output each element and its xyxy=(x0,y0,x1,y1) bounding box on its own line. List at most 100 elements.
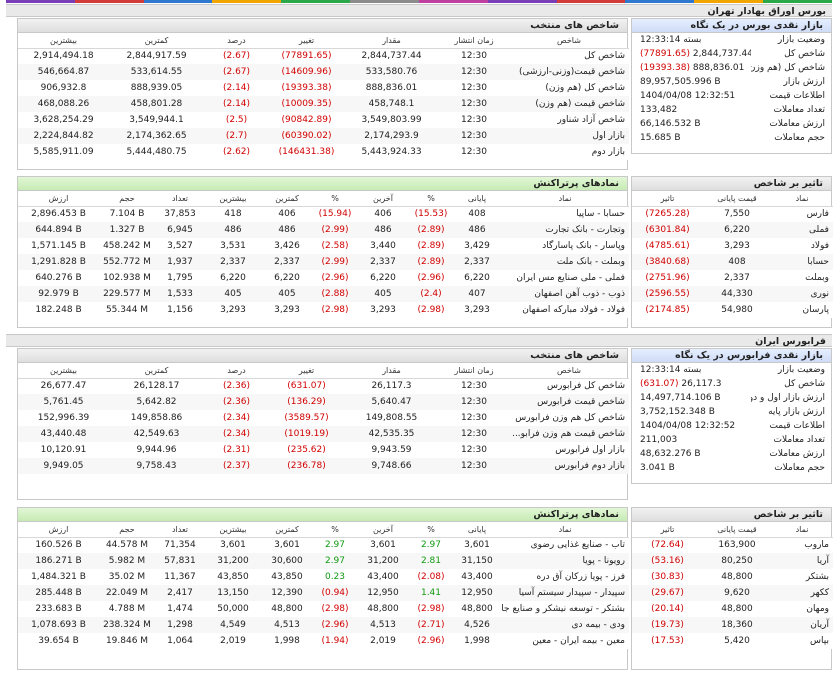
symbol-cell[interactable]: شاخص آزاد شناور xyxy=(509,112,629,128)
symbol-cell[interactable]: ککهر xyxy=(771,585,833,601)
table-row[interactable]: (17.53) 5,420 بپاس xyxy=(632,633,833,649)
table-row[interactable]: 285.448 B 22.049 M 2,417 13,150 12,390 (0.94)… xyxy=(18,585,629,601)
table-row[interactable]: (2174.85) 54,980 پارسان xyxy=(632,302,833,318)
column-header[interactable]: آخرین xyxy=(357,522,409,538)
symbol-cell[interactable]: شاخص کل فرابورس xyxy=(509,378,629,394)
table-row[interactable]: 640.276 B 102.938 M 1,795 6,220 6,220 (2.96) 6… xyxy=(18,270,629,286)
symbol-cell[interactable]: وپاسار - بانک پاسارگاد xyxy=(501,238,629,254)
symbol-cell[interactable]: تاب - صنایع غذایی رضوی xyxy=(501,537,629,553)
table-row[interactable]: 160.526 B 44.578 M 71,354 3,601 3,601 2.97 3,6… xyxy=(18,537,629,553)
table-row[interactable]: 2,224,844.82 2,174,362.65 (2.7) (60390.02) 2… xyxy=(18,128,629,144)
symbol-cell[interactable]: وبملت xyxy=(771,270,833,286)
column-header[interactable]: بیشترین xyxy=(18,363,109,379)
symbol-cell[interactable]: شاخص کل هم وزن فرابورس xyxy=(509,410,629,426)
table-row[interactable]: 2,896.453 B 7.104 B 37,853 418 406 (15.94) 406… xyxy=(18,206,629,222)
column-header[interactable]: تعداد xyxy=(155,191,205,207)
symbol-cell[interactable]: بشتکر - توسعه نیشکر و صنایع جانبی xyxy=(501,601,629,617)
column-header[interactable]: تغییر xyxy=(269,363,344,379)
table-row[interactable]: (6301.84) 6,220 فملی xyxy=(632,222,833,238)
table-row[interactable]: (53.16) 80,250 آریا xyxy=(632,553,833,569)
symbol-cell[interactable]: حسابا - ساپیا xyxy=(501,206,629,222)
symbol-cell[interactable]: شاخص قیمت فرابورس xyxy=(509,394,629,410)
table-row[interactable]: 92.979 B 229.577 M 1,533 405 405 (2.88) 405 (2.… xyxy=(18,286,629,302)
table-row[interactable]: 26,677.47 26,128.17 (2.36) (631.07) 26,117.3… xyxy=(18,378,629,394)
table-row[interactable]: 43,440.48 42,549.63 (2.34) (1019.19) 42,535.… xyxy=(18,426,629,442)
table-row[interactable]: 186.271 B 5.982 M 57,831 31,200 30,600 2.97 31… xyxy=(18,553,629,569)
table-row[interactable]: (2596.55) 44,330 نوری xyxy=(632,286,833,302)
table-row[interactable]: (72.64) 163,900 ماروب xyxy=(632,537,833,553)
column-header[interactable]: حجم xyxy=(99,191,155,207)
symbol-cell[interactable]: حسابا xyxy=(771,254,833,270)
column-header[interactable]: پایانی xyxy=(453,522,501,538)
table-row[interactable]: 9,949.05 9,758.43 (2.37) (236.78) 9,748.66 12… xyxy=(18,458,629,474)
symbol-cell[interactable]: ودی - بیمه دی xyxy=(501,617,629,633)
column-header[interactable]: زمان انتشار xyxy=(439,33,509,49)
symbol-cell[interactable]: فرز - پویا زرکان آق دره xyxy=(501,569,629,585)
table-row[interactable]: 5,761.45 5,642.82 (2.36) (136.29) 5,640.47 12… xyxy=(18,394,629,410)
symbol-cell[interactable]: شاخص قیمت (هم وزن) xyxy=(509,96,629,112)
column-header[interactable]: نماد xyxy=(501,191,629,207)
column-header[interactable]: زمان انتشار xyxy=(439,363,509,379)
table-row[interactable]: 1,291.828 B 552.772 M 1,937 2,337 2,337 (2.99… xyxy=(18,254,629,270)
table-row[interactable]: 10,120.91 9,944.96 (2.31) (235.62) 9,943.59 1… xyxy=(18,442,629,458)
table-row[interactable]: 468,088.26 458,801.28 (2.14) (10009.35) 458,… xyxy=(18,96,629,112)
column-header[interactable]: کمترین xyxy=(261,522,313,538)
column-header[interactable]: حجم xyxy=(99,522,155,538)
table-row[interactable]: 546,664.87 533,614.55 (2.67) (14609.96) 533,… xyxy=(18,64,629,80)
table-row[interactable]: 5,585,911.09 5,444,480.75 (2.62) (146431.38… xyxy=(18,144,629,160)
symbol-cell[interactable]: پارسان xyxy=(771,302,833,318)
column-header[interactable]: بیشترین xyxy=(18,33,109,49)
symbol-cell[interactable]: فارس xyxy=(771,206,833,222)
table-row[interactable]: 233.683 B 4.788 M 1,474 50,000 48,800 (2.98) 4… xyxy=(18,601,629,617)
column-header[interactable]: ارزش xyxy=(18,191,99,207)
column-header[interactable]: تاثیر xyxy=(632,522,703,538)
symbol-cell[interactable]: معین - بیمه ایران - معین xyxy=(501,633,629,649)
symbol-cell[interactable]: رویونا - پویا xyxy=(501,553,629,569)
table-row[interactable]: 182.248 B 55.344 M 1,156 3,293 3,293 (2.98) 3,… xyxy=(18,302,629,318)
column-header[interactable]: بیشترین xyxy=(205,191,261,207)
table-row[interactable]: (29.67) 9,620 ککهر xyxy=(632,585,833,601)
symbol-cell[interactable]: شاخص کل (هم وزن) xyxy=(509,80,629,96)
column-header[interactable]: مقدار xyxy=(344,33,439,49)
symbol-cell[interactable]: شاخص کل xyxy=(509,48,629,64)
symbol-cell[interactable]: شاخص قیمت(وزنی-ارزشی) xyxy=(509,64,629,80)
symbol-cell[interactable]: آریان xyxy=(771,617,833,633)
symbol-cell[interactable]: نوری xyxy=(771,286,833,302)
column-header[interactable]: کمترین xyxy=(109,363,204,379)
table-row[interactable]: (3840.68) 408 حسابا xyxy=(632,254,833,270)
column-header[interactable]: % xyxy=(409,522,453,538)
table-row[interactable]: 1,571.145 B 458.242 M 3,527 3,531 3,426 (2.58… xyxy=(18,238,629,254)
column-header[interactable]: نماد xyxy=(501,522,629,538)
symbol-cell[interactable]: بشتکر xyxy=(771,569,833,585)
symbol-cell[interactable]: فولاد - فولاد مبارکه اصفهان xyxy=(501,302,629,318)
column-header[interactable]: درصد xyxy=(204,363,269,379)
table-row[interactable]: (7265.28) 7,550 فارس xyxy=(632,206,833,222)
symbol-cell[interactable]: شاخص قیمت هم وزن فرابو... xyxy=(509,426,629,442)
table-row[interactable]: (30.83) 48,800 بشتکر xyxy=(632,569,833,585)
column-header[interactable]: شاخص xyxy=(509,33,629,49)
column-header[interactable]: کمترین xyxy=(109,33,204,49)
table-row[interactable]: 1,078.693 B 238.324 M 1,298 4,549 4,513 (2.96… xyxy=(18,617,629,633)
table-row[interactable]: (4785.61) 3,293 فولاد xyxy=(632,238,833,254)
symbol-cell[interactable]: وبملت - بانک ملت xyxy=(501,254,629,270)
symbol-cell[interactable]: وتجارت - بانک تجارت xyxy=(501,222,629,238)
table-row[interactable]: 906,932.8 888,939.05 (2.14) (19393.38) 888,8… xyxy=(18,80,629,96)
table-row[interactable]: 1,484.321 B 35.02 M 11,367 43,850 43,850 0.23… xyxy=(18,569,629,585)
symbol-cell[interactable]: بازار دوم فرابورس xyxy=(509,458,629,474)
column-header[interactable]: نماد xyxy=(771,522,833,538)
column-header[interactable]: پایانی xyxy=(453,191,501,207)
symbol-cell[interactable]: فملی - ملی صنایع مس ایران xyxy=(501,270,629,286)
column-header[interactable]: % xyxy=(409,191,453,207)
symbol-cell[interactable]: ماروب xyxy=(771,537,833,553)
table-row[interactable]: 3,628,254.29 3,549,944.1 (2.5) (90842.89) 3,… xyxy=(18,112,629,128)
symbol-cell[interactable]: فملی xyxy=(771,222,833,238)
column-header[interactable]: % xyxy=(313,191,357,207)
table-row[interactable]: (19.73) 18,360 آریان xyxy=(632,617,833,633)
symbol-cell[interactable]: بازار دوم xyxy=(509,144,629,160)
column-header[interactable]: قیمت پایانی xyxy=(703,522,771,538)
table-row[interactable]: 644.894 B 1.327 B 6,945 486 486 (2.99) 486 (2.8… xyxy=(18,222,629,238)
symbol-cell[interactable]: آریا xyxy=(771,553,833,569)
table-row[interactable]: 152,996.39 149,858.86 (2.34) (3589.57) 149,8… xyxy=(18,410,629,426)
table-row[interactable]: 2,914,494.18 2,844,917.59 (2.67) (77891.65)… xyxy=(18,48,629,64)
table-row[interactable]: 39.654 B 19.846 M 1,064 2,019 1,998 (1.94) 2,0… xyxy=(18,633,629,649)
